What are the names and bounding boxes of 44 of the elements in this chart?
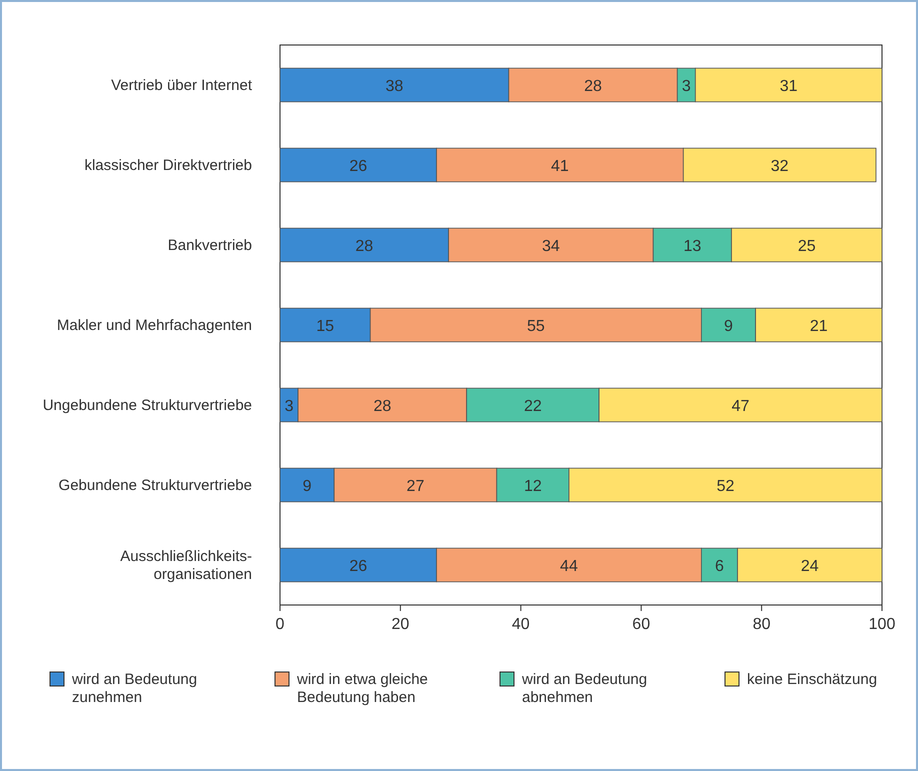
data-label: 21 xyxy=(810,318,828,335)
x-tick-label: 60 xyxy=(632,616,650,633)
x-tick-label: 0 xyxy=(276,616,285,633)
data-label: 26 xyxy=(349,558,368,575)
data-label: 31 xyxy=(780,78,798,95)
data-label: 27 xyxy=(406,478,424,495)
legend-label: wird an Bedeutung abnehmen xyxy=(521,671,648,706)
data-label: 28 xyxy=(355,238,374,255)
data-label: 15 xyxy=(316,318,334,335)
legend-label: wird in etwa gleiche Bedeutung haben xyxy=(296,671,428,706)
y-tick-label: Makler und Mehrfachagenten xyxy=(56,317,252,334)
data-label: 22 xyxy=(524,398,542,415)
y-tick-label: Ausschließlichkeits-organisationen xyxy=(120,548,252,583)
legend-label: wird an Bedeutung zunehmen xyxy=(71,671,198,706)
data-label: 25 xyxy=(798,238,816,255)
data-label: 28 xyxy=(373,398,392,415)
data-label: 3 xyxy=(682,78,691,95)
data-label: 47 xyxy=(732,398,750,415)
data-label: 3 xyxy=(284,398,294,415)
y-tick-label: Vertrieb über Internet xyxy=(111,77,253,94)
x-tick-label: 80 xyxy=(752,616,771,633)
y-tick-label: Ungebundene Strukturvertriebe xyxy=(42,397,252,414)
data-label: 26 xyxy=(349,158,368,175)
data-label: 9 xyxy=(302,478,312,495)
data-label: 9 xyxy=(724,318,734,335)
data-label: 24 xyxy=(800,558,819,575)
data-label: 13 xyxy=(683,238,702,255)
data-label: 41 xyxy=(551,158,569,175)
data-label: 28 xyxy=(584,78,602,95)
y-tick-label: Bankvertrieb xyxy=(168,237,252,254)
data-label: 34 xyxy=(542,238,560,255)
data-label: 55 xyxy=(526,318,545,335)
data-label: 6 xyxy=(715,558,724,575)
x-tick-label: 100 xyxy=(868,616,896,633)
data-label: 12 xyxy=(524,478,542,495)
x-tick-label: 20 xyxy=(392,616,410,633)
data-label: 38 xyxy=(385,78,404,95)
x-tick-label: 40 xyxy=(512,616,530,633)
legend-label: keine Einschätzung xyxy=(747,671,878,688)
data-label: 44 xyxy=(560,558,578,575)
y-tick-label: Gebundene Strukturvertriebe xyxy=(58,477,252,494)
data-label: 52 xyxy=(716,478,734,495)
y-tick-label: klassischer Direktvertrieb xyxy=(84,157,252,174)
data-label: 32 xyxy=(770,158,789,175)
